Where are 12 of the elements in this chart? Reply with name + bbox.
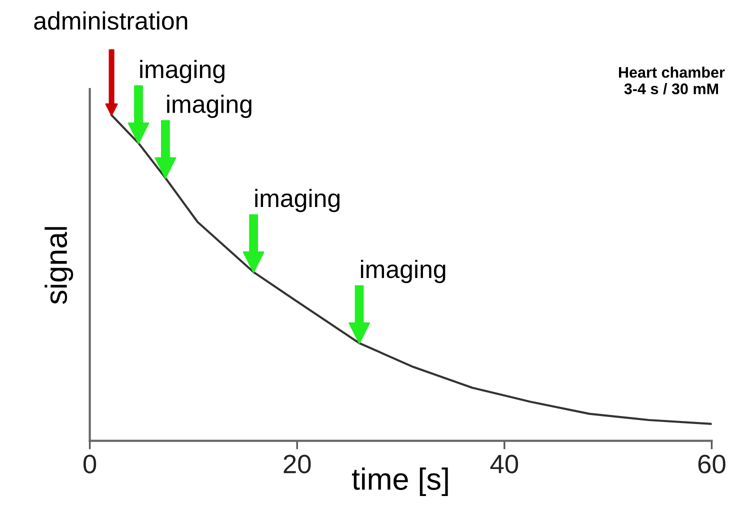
x-tick-label: 60 [698, 454, 726, 474]
text: administration [34, 11, 188, 30]
x-axis-title: time [s] [352, 468, 448, 496]
annotation: imaging [167, 94, 252, 118]
text: Heart chamber 3-4 s / 30 mM [618, 66, 725, 94]
y-axis-title: signal [44, 227, 74, 304]
annotation: imaging [140, 60, 224, 84]
x-tick-label: 40 [490, 454, 518, 474]
x-tick-label: 20 [284, 454, 311, 474]
annotation: imaging [360, 260, 446, 284]
x-tick-label: 0 [83, 454, 96, 474]
annotation: imaging [255, 188, 340, 212]
